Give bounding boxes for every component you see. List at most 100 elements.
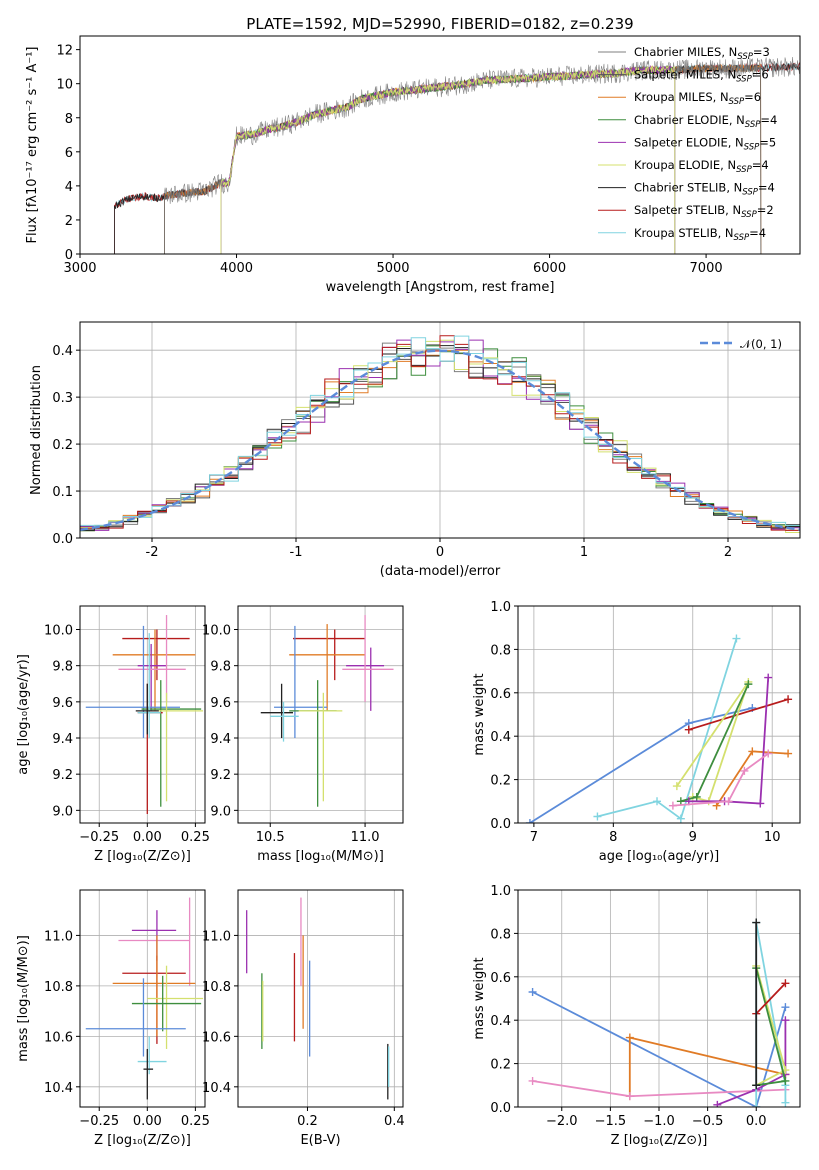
weight-vs-age-ytick-label: 0.6 — [490, 687, 511, 702]
weight-marker — [692, 792, 701, 801]
age-vs-Z-ylabel: age [log₁₀(age/yr)] — [16, 654, 31, 775]
age-vs-Z-ytick-label: 10.0 — [44, 624, 73, 639]
weight-vs-Z-ytick-label: 0.8 — [490, 927, 511, 942]
age-vs-Z-frame — [79, 605, 206, 824]
weight-line-1 — [597, 638, 738, 821]
weight-vs-Z-ytick-label: 0.6 — [490, 971, 511, 986]
weight-marker — [764, 673, 773, 682]
weight-marker — [676, 797, 685, 806]
weight-marker — [748, 747, 757, 756]
age-vs-mass-xtick-label: 11.0 — [351, 830, 380, 845]
residuals-ylabel: Normed distribution — [29, 365, 44, 495]
age-vs-mass-ytick-label: 9.6 — [210, 696, 231, 711]
weight-marker — [756, 799, 765, 808]
age-vs-Z-xtick-label: −0.25 — [79, 830, 119, 845]
weight-marker — [784, 749, 793, 758]
weight-marker — [781, 979, 790, 988]
mass-vs-EBV-ytick-label: 10.8 — [202, 980, 231, 995]
age-vs-mass-plot-area — [260, 615, 394, 807]
mass-vs-Z-xtick-label: 0.25 — [181, 1114, 210, 1129]
spectrum-xtick-label: 5000 — [376, 261, 409, 276]
spectrum-ytick-label: 2 — [65, 214, 73, 229]
weight-marker — [784, 695, 793, 704]
mass-vs-Z-plot-area — [85, 897, 204, 1100]
weight-marker — [752, 1081, 761, 1090]
legend-entry: Salpeter MILES, NSSP=6 — [634, 68, 769, 85]
age-vs-mass-xtick-label: 10.5 — [256, 830, 285, 845]
spectrum-xtick-label: 4000 — [220, 261, 253, 276]
residuals-xlabel: (data-model)/error — [380, 564, 501, 579]
weight-marker — [676, 814, 685, 823]
weight-marker — [653, 797, 662, 806]
age-vs-mass-ytick-label: 10.0 — [202, 624, 231, 639]
mass-vs-EBV-xtick-label: 0.4 — [384, 1114, 405, 1129]
mass-vs-EBV-plot-area — [246, 897, 390, 1100]
legend-entry: Kroupa MILES, NSSP=6 — [634, 90, 761, 107]
mass-vs-Z-frame — [79, 889, 206, 1108]
residuals-ytick-label: 0.0 — [52, 532, 73, 547]
weight-marker — [528, 987, 537, 996]
weight-marker — [525, 819, 534, 823]
weight-vs-Z-ytick-label: 1.0 — [490, 884, 511, 899]
mass-vs-EBV-ytick-label: 10.6 — [202, 1030, 231, 1045]
weight-marker — [625, 1092, 634, 1101]
weight-vs-age-ytick-label: 0.8 — [490, 643, 511, 658]
residuals-ytick-label: 0.4 — [52, 344, 73, 359]
weight-vs-age-ytick-label: 0.4 — [490, 730, 511, 745]
weight-vs-age-plot-area — [525, 634, 793, 823]
weight-marker — [528, 1076, 537, 1085]
weight-vs-age-xtick-label: 7 — [530, 830, 538, 845]
mass-vs-Z-xlabel: Z [log₁₀(Z/Z⊙)] — [94, 1133, 191, 1148]
age-vs-mass-ytick-label: 9.2 — [210, 768, 231, 783]
legend-entry: Salpeter STELIB, NSSP=2 — [634, 203, 774, 220]
weight-marker — [732, 634, 741, 643]
spectrum-ytick-label: 0 — [65, 248, 73, 263]
weight-marker — [625, 1033, 634, 1042]
mass-vs-Z-axes: −0.25 0.00 0.25 10.4 10.6 10.8 11.0 Z [log₁₀(Z/… — [16, 889, 210, 1148]
age-vs-Z-xtick-label: 0.25 — [181, 830, 210, 845]
residuals-xtick-label: 1 — [580, 545, 588, 560]
weight-vs-age-axes: 7 8 9 10 0.0 0.2 0.4 0.6 0.8 1.0 age [log₁₀(age/yr… — [472, 600, 801, 864]
weight-vs-Z-ytick-label: 0.4 — [490, 1014, 511, 1029]
spectrum-frame — [79, 35, 801, 255]
mass-vs-Z-ytick-label: 10.4 — [44, 1081, 73, 1096]
weight-line-3 — [676, 681, 750, 803]
residuals-xtick-label: -1 — [290, 545, 303, 560]
weight-marker — [752, 918, 761, 927]
age-vs-Z-plot-area — [85, 615, 204, 814]
mass-vs-Z-ytick-label: 10.8 — [44, 980, 73, 995]
residuals-xtick-label: -2 — [146, 545, 159, 560]
spectrum-title: PLATE=1592, MJD=52990, FIBERID=0182, z=0… — [246, 15, 633, 33]
residual-legend: 𝒩(0, 1) — [700, 337, 782, 351]
legend-entry: Kroupa STELIB, NSSP=4 — [634, 226, 766, 243]
weight-vs-age-xtick-label: 8 — [609, 830, 617, 845]
mass-vs-EBV-axes: 0.2 0.4 10.4 10.6 10.8 11.0 E(B-V) — [202, 889, 405, 1148]
legend-entry: Chabrier ELODIE, NSSP=4 — [634, 113, 777, 130]
weight-vs-age-xtick-label: 10 — [764, 830, 781, 845]
weight-vs-Z-ylabel: mass weight — [472, 957, 487, 1039]
legend-entry: Chabrier STELIB, NSSP=4 — [634, 181, 775, 198]
mass-vs-Z-ytick-label: 10.6 — [44, 1030, 73, 1045]
residuals-xtick-label: 2 — [724, 545, 732, 560]
weight-vs-Z-xtick-label: −2.0 — [546, 1114, 578, 1129]
spectrum-xlabel: wavelength [Angstrom, rest frame] — [326, 280, 555, 295]
weight-vs-age-ytick-label: 0.2 — [490, 774, 511, 789]
spectrum-xtick-label: 6000 — [533, 261, 566, 276]
weight-marker — [593, 812, 602, 821]
weight-marker — [752, 1103, 761, 1107]
weight-marker — [781, 1076, 790, 1085]
mass-vs-EBV-ytick-label: 10.4 — [202, 1081, 231, 1096]
mass-vs-EBV-frame — [237, 889, 404, 1108]
weight-vs-Z-xtick-label: −1.0 — [643, 1114, 675, 1129]
weight-vs-age-xtick-label: 9 — [689, 830, 697, 845]
spectrum-line-5 — [220, 64, 676, 254]
spectrum-legend: Chabrier MILES, NSSP=3 Salpeter MILES, NS… — [598, 45, 777, 243]
spectrum-ytick-label: 4 — [65, 180, 73, 195]
weight-marker — [668, 801, 677, 810]
weight-line-3 — [716, 1020, 787, 1106]
residuals-axes: -2 -1 0 1 2 0.0 0.1 0.2 0.3 0.4 (data-model)/error… — [29, 321, 801, 579]
age-vs-Z-ytick-label: 9.8 — [52, 660, 73, 675]
weight-line-7 — [672, 752, 769, 807]
weight-marker — [740, 766, 749, 775]
